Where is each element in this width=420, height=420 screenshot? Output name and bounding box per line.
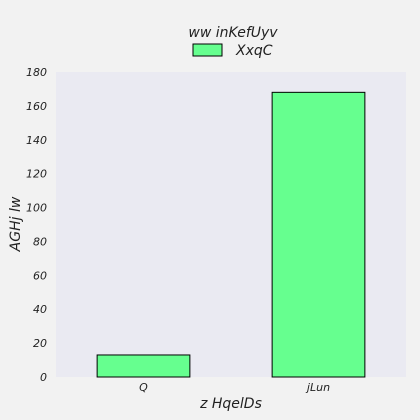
bar — [271, 91, 366, 378]
y-tick-label: 20 — [33, 337, 47, 350]
x-tick-label: Q — [139, 381, 148, 394]
x-tick-label: jLun — [305, 381, 330, 394]
chart-title: ww inKefUyv — [188, 25, 278, 41]
legend: XxqC — [192, 43, 273, 59]
bars — [96, 91, 366, 378]
y-tick-label: 180 — [26, 66, 47, 79]
x-axis-label: z HqelDs — [199, 396, 262, 412]
y-tick-label: 120 — [26, 168, 47, 181]
legend-swatch — [192, 43, 223, 57]
y-tick-label: 100 — [26, 202, 47, 215]
bar — [96, 354, 191, 378]
y-tick-label: 140 — [26, 134, 47, 147]
legend-label: XxqC — [235, 43, 273, 59]
y-tick-label: 160 — [26, 100, 47, 113]
y-tick-label: 60 — [33, 269, 47, 282]
y-tick-label: 40 — [33, 303, 47, 316]
y-axis: 0 20 40 60 80 100 120 140 160 180 — [26, 66, 47, 384]
y-tick-label: 0 — [40, 371, 47, 384]
y-axis-label: AGHj lw — [8, 196, 24, 252]
y-tick-label: 80 — [33, 235, 47, 248]
